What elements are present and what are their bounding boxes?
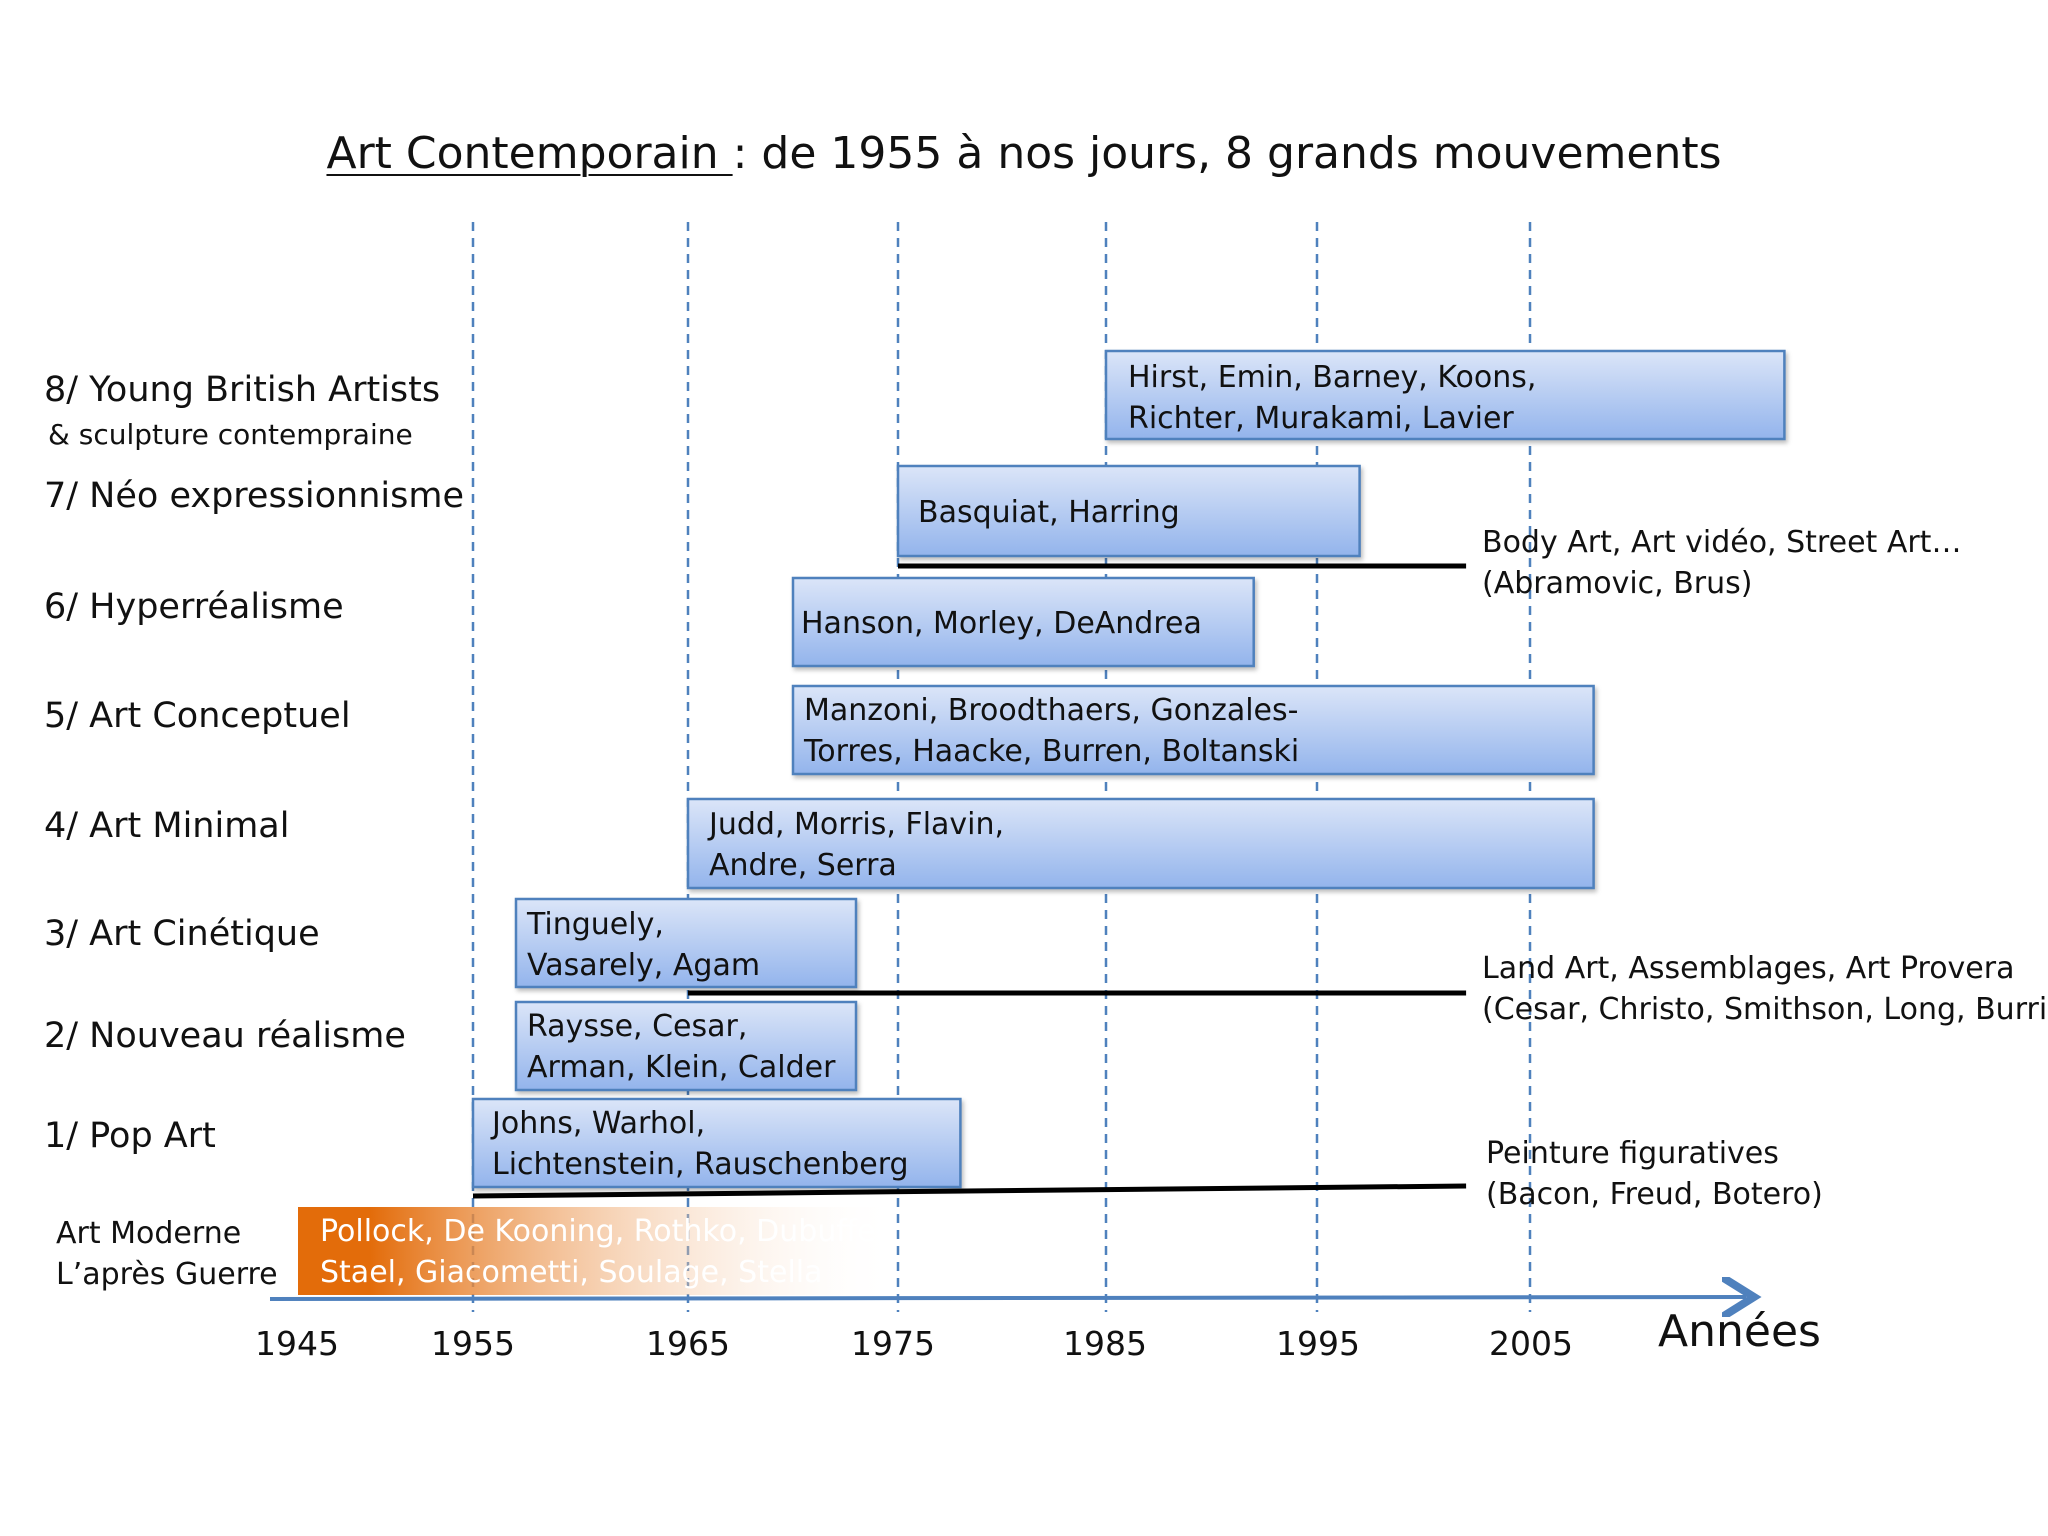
year-label-1985: 1985 xyxy=(1063,1324,1147,1363)
bar-text-6: Hanson, Morley, DeAndrea xyxy=(801,603,1202,644)
axis-label-annees: Années xyxy=(1658,1306,1821,1357)
bar-text-7: Basquiat, Harring xyxy=(918,492,1180,533)
bar-text-1: Johns, Warhol, Lichtenstein, Rauschenber… xyxy=(492,1103,909,1185)
year-label-1995: 1995 xyxy=(1276,1324,1360,1363)
art-moderne-label-line2: L’après Guerre xyxy=(56,1257,278,1292)
side-note-body-art-line1: Body Art, Art vidéo, Street Art… xyxy=(1482,525,1962,560)
movement-label-7: 7/ Néo expressionnisme xyxy=(44,476,464,516)
art-moderne-artists: Pollock, De Kooning, Rothko, Dubuffet, S… xyxy=(320,1211,897,1293)
bar-text-3-line2: Vasarely, Agam xyxy=(527,948,761,983)
year-label-2005: 2005 xyxy=(1489,1324,1573,1363)
side-note-body-art-line2: (Abramovic, Brus) xyxy=(1482,566,1753,601)
art-moderne-artists-line2: Stael, Giacometti, Soulage, Stella xyxy=(320,1255,823,1290)
time-axis-arrow xyxy=(269,1297,1746,1299)
bar-text-6-line1: Hanson, Morley, DeAndrea xyxy=(801,606,1202,641)
bar-text-7-line1: Basquiat, Harring xyxy=(918,495,1180,530)
movement-bar-7 xyxy=(896,464,1361,558)
art-moderne-label-line1: Art Moderne xyxy=(56,1216,242,1251)
movement-label-3: 3/ Art Cinétique xyxy=(44,914,320,954)
movement-bar-5 xyxy=(791,684,1595,776)
bar-text-5: Manzoni, Broodthaers, Gonzales- Torres, … xyxy=(804,690,1299,772)
bar-text-4-line2: Andre, Serra xyxy=(709,848,897,883)
side-note-land-art: Land Art, Assemblages, Art Provera (Cesa… xyxy=(1482,948,2048,1030)
side-note-land-art-line1: Land Art, Assemblages, Art Provera xyxy=(1482,951,2015,986)
movement-sublabel-8: & sculpture contempraine xyxy=(48,418,413,451)
bar-text-2-line1: Raysse, Cesar, xyxy=(527,1009,748,1044)
movement-label-4: 4/ Art Minimal xyxy=(44,806,290,846)
movement-bar-8 xyxy=(1104,349,1786,441)
bar-text-5-line1: Manzoni, Broodthaers, Gonzales- xyxy=(804,693,1299,728)
bar-text-8-line1: Hirst, Emin, Barney, Koons, xyxy=(1128,360,1537,395)
bar-text-4: Judd, Morris, Flavin, Andre, Serra xyxy=(709,804,1004,886)
slide-title: Art Contemporain : de 1955 à nos jours, … xyxy=(0,128,2048,179)
movement-label-6: 6/ Hyperréalisme xyxy=(44,587,344,627)
bar-text-1-line1: Johns, Warhol, xyxy=(492,1106,706,1141)
side-note-peinture: Peinture figuratives (Bacon, Freud, Bote… xyxy=(1486,1133,1823,1215)
art-moderne-label: Art Moderne L’après Guerre xyxy=(56,1213,278,1295)
side-note-peinture-line1: Peinture figuratives xyxy=(1486,1136,1779,1171)
side-note-peinture-line2: (Bacon, Freud, Botero) xyxy=(1486,1177,1823,1212)
art-moderne-artists-line1: Pollock, De Kooning, Rothko, Dubuffet, xyxy=(320,1214,897,1249)
year-label-1955: 1955 xyxy=(431,1324,515,1363)
movement-label-8: 8/ Young British Artists xyxy=(44,370,441,410)
bar-text-2-line2: Arman, Klein, Calder xyxy=(527,1050,836,1085)
side-note-body-art: Body Art, Art vidéo, Street Art… (Abramo… xyxy=(1482,522,1961,604)
year-label-1945: 1945 xyxy=(255,1324,339,1363)
bar-text-8-line2: Richter, Murakami, Lavier xyxy=(1128,401,1514,436)
movement-bar-1 xyxy=(471,1097,962,1189)
bar-text-4-line1: Judd, Morris, Flavin, xyxy=(709,807,1005,842)
movement-bar-4 xyxy=(686,797,1595,890)
movement-label-5: 5/ Art Conceptuel xyxy=(44,696,351,736)
year-label-1965: 1965 xyxy=(646,1324,730,1363)
movement-bar-6 xyxy=(791,576,1255,668)
movement-bar-3 xyxy=(514,897,858,989)
bar-text-8: Hirst, Emin, Barney, Koons, Richter, Mur… xyxy=(1128,357,1536,439)
title-rest: : de 1955 à nos jours, 8 grands mouvemen… xyxy=(732,128,1722,179)
side-note-land-art-line2: (Cesar, Christo, Smithson, Long, Burri) xyxy=(1482,992,2048,1027)
bar-text-3: Tinguely, Vasarely, Agam xyxy=(527,904,760,986)
bar-text-5-line2: Torres, Haacke, Burren, Boltanski xyxy=(804,734,1300,769)
art-moderne-block xyxy=(298,1207,898,1295)
movement-label-1: 1/ Pop Art xyxy=(44,1116,216,1156)
bar-text-1-line2: Lichtenstein, Rauschenberg xyxy=(492,1147,909,1182)
movement-bar-2 xyxy=(514,1000,858,1092)
year-label-1975: 1975 xyxy=(851,1324,935,1363)
side-note-line-peinture xyxy=(472,1183,1467,1199)
movement-label-2: 2/ Nouveau réalisme xyxy=(44,1016,406,1056)
bar-text-3-line1: Tinguely, xyxy=(527,907,664,942)
bar-text-2: Raysse, Cesar, Arman, Klein, Calder xyxy=(527,1006,835,1088)
title-main: Art Contemporain xyxy=(326,128,733,179)
